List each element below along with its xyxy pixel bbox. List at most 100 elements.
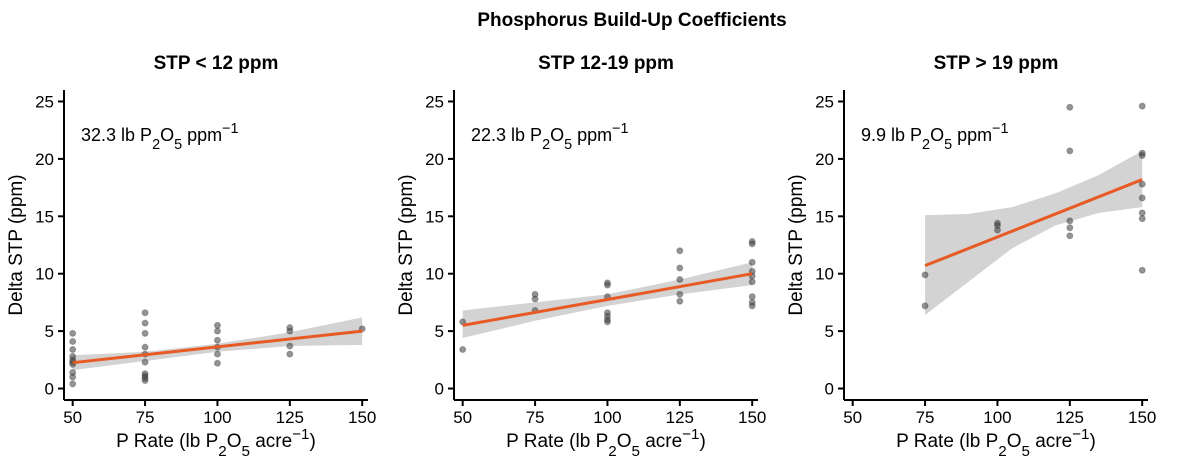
data-point [748,278,756,286]
data-point [1138,215,1146,223]
coefficient-annotation-text: O [550,125,564,145]
x-tick-label: 50 [843,408,862,427]
x-axis-label-superscript: −1 [292,426,309,443]
data-point [676,264,684,272]
x-axis-label: P Rate (lb P2O5 acre−1) [506,426,706,460]
data-point [1138,180,1146,188]
x-axis-label-superscript: −1 [1072,426,1089,443]
x-axis-label-text: ) [310,431,316,452]
data-point [676,297,684,305]
y-tick-label: 20 [815,150,834,169]
x-tick-label: 100 [983,408,1011,427]
data-point [69,337,77,345]
data-point [748,302,756,310]
data-point [141,329,149,337]
x-axis-label-subscript: 2 [218,443,226,460]
x-tick-label: 150 [738,408,766,427]
x-axis-label-text: P Rate (lb P [116,431,218,452]
y-tick-label: 15 [35,207,54,226]
x-tick-label: 150 [348,408,376,427]
data-point [141,358,149,366]
coefficient-annotation-text: ppm [182,125,222,145]
x-tick-label: 100 [203,408,231,427]
data-point [213,321,221,329]
x-tick-label: 50 [63,408,82,427]
x-axis-label-subscript: 5 [1021,443,1029,460]
coefficient-annotation-text: 22.3 lb P [471,125,542,145]
data-point [603,281,611,289]
coefficient-annotation-subscript: 5 [944,137,952,153]
x-tick-label: 75 [916,408,935,427]
y-tick-label: 5 [435,322,444,341]
coefficient-annotation-subscript: 5 [564,137,572,153]
coefficient-annotation-text: ppm [572,125,612,145]
y-tick-label: 5 [45,322,54,341]
data-point [1066,147,1074,155]
coefficient-annotation-text: 9.9 lb P [861,125,922,145]
x-tick-label: 125 [1056,408,1084,427]
panel-title: STP 12-19 ppm [538,53,674,74]
x-axis-label-text: acre [250,431,292,452]
data-point [213,336,221,344]
y-tick-label: 10 [425,265,444,284]
y-tick-label: 10 [35,265,54,284]
data-point [69,380,77,388]
data-point [1138,151,1146,159]
data-point [748,240,756,248]
x-tick-label: 150 [1128,408,1156,427]
data-point [921,271,929,279]
x-axis-label-text: ) [1090,431,1096,452]
x-axis-label-text: O [617,431,632,452]
data-point [1066,103,1074,111]
x-tick-label: 125 [666,408,694,427]
fit-line [72,329,363,365]
x-axis-label-superscript: −1 [682,426,699,443]
coefficient-annotation-text: O [160,125,174,145]
data-point [603,318,611,326]
data-point [676,247,684,255]
y-tick-label: 25 [815,92,834,111]
fit-line [462,272,753,327]
x-axis-label-text: acre [1030,431,1072,452]
x-axis-label-text: P Rate (lb P [506,431,608,452]
x-axis-label-text: P Rate (lb P [896,431,998,452]
y-tick-label: 20 [425,150,444,169]
x-axis-label-text: O [1007,431,1022,452]
coefficient-annotation: 9.9 lb P2O5 ppm−1 [861,121,1009,153]
coefficient-annotation-subscript: 2 [922,137,930,153]
data-point [69,329,77,337]
x-axis-label-text: O [227,431,242,452]
x-tick-label: 50 [453,408,472,427]
data-point [1138,266,1146,274]
data-point [921,302,929,310]
data-point [1066,217,1074,225]
data-point [676,275,684,283]
coefficient-annotation: 32.3 lb P2O5 ppm−1 [81,121,239,153]
y-axis-label: Delta STP (ppm) [6,174,27,315]
x-axis-label-subscript: 2 [608,443,616,460]
data-point [69,345,77,353]
data-point [1138,209,1146,217]
y-axis-label: Delta STP (ppm) [786,174,807,315]
y-tick-label: 15 [815,207,834,226]
y-tick-label: 20 [35,150,54,169]
x-tick-label: 100 [593,408,621,427]
y-tick-label: 5 [825,322,834,341]
data-point [141,376,149,384]
data-point [993,226,1001,234]
fit-line [924,178,1143,268]
data-point [1138,194,1146,202]
x-tick-label: 75 [136,408,155,427]
x-axis-label-subscript: 5 [631,443,639,460]
coefficient-annotation-superscript: −1 [222,121,238,137]
data-point [213,327,221,335]
y-tick-label: 25 [425,92,444,111]
y-tick-label: 25 [35,92,54,111]
x-axis-label-subscript: 5 [241,443,249,460]
data-point [748,258,756,266]
panel-title: STP > 19 ppm [934,53,1059,74]
